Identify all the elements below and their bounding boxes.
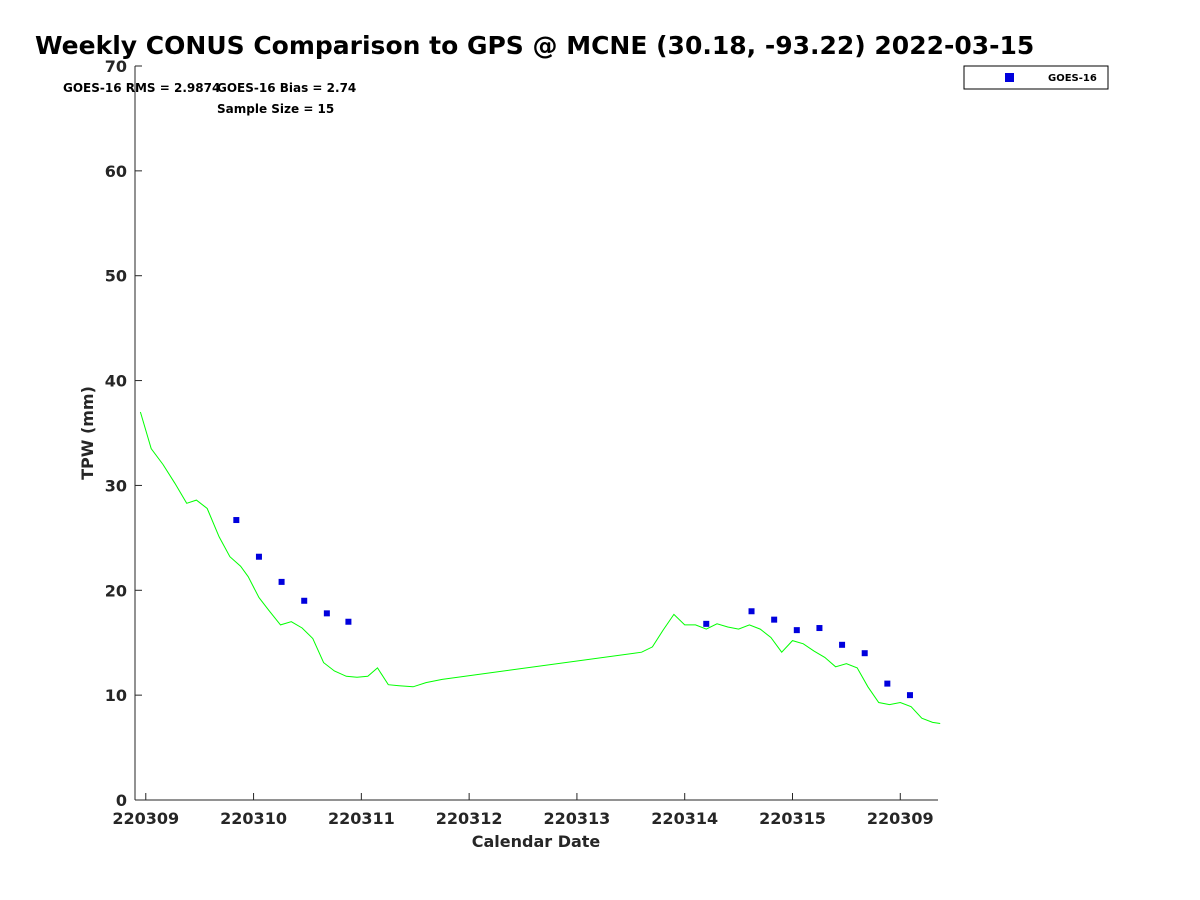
legend-label-goes-16: GOES-16 [1048, 73, 1097, 84]
y-tick-label: 70 [105, 57, 127, 76]
legend-box [963, 65, 1109, 90]
legend-marker-goes-16 [1005, 73, 1014, 82]
data-point-goes-16 [884, 680, 891, 687]
chart-title: Weekly CONUS Comparison to GPS @ MCNE (3… [35, 31, 1034, 60]
x-axis-label: Calendar Date [472, 832, 601, 851]
x-tick-label: 220311 [328, 809, 395, 828]
x-tick-label: 220309 [112, 809, 179, 828]
data-point-goes-16 [839, 641, 846, 648]
x-tick-label: 220310 [220, 809, 287, 828]
sample-size-annotation: Sample Size = 15 [217, 102, 334, 116]
y-ticks: 0 10 20 30 40 50 60 70 [105, 57, 142, 810]
x-tick-label: 220313 [544, 809, 611, 828]
data-point-goes-16 [345, 618, 352, 625]
y-tick-label: 30 [105, 476, 127, 495]
y-tick-label: 50 [105, 267, 127, 286]
x-ticks: 220309 220310 220311 220312 220313 220314 2203… [112, 793, 934, 828]
legend: GOES-16 [963, 65, 1109, 90]
data-point-goes-16 [301, 597, 308, 604]
data-point-goes-16 [816, 625, 823, 632]
data-point-goes-16 [906, 692, 913, 699]
y-axis-label: TPW (mm) [78, 386, 97, 480]
rms-annotation: GOES-16 RMS = 2.9874 [63, 81, 220, 95]
data-point-goes-16 [748, 608, 755, 615]
data-point-goes-16 [771, 616, 778, 623]
y-tick-label: 40 [105, 372, 127, 391]
data-point-goes-16 [278, 578, 285, 585]
x-tick-label: 220315 [759, 809, 826, 828]
y-tick-label: 20 [105, 581, 127, 600]
data-point-goes-16 [233, 517, 240, 524]
y-tick-label: 0 [116, 791, 127, 810]
y-tick-label: 10 [105, 686, 127, 705]
x-tick-label: 220309 [867, 809, 934, 828]
plot-area: 0 10 20 30 40 50 60 70 220309 220310 220311 220312… [105, 57, 941, 828]
y-tick-label: 60 [105, 162, 127, 181]
data-point-goes-16 [255, 553, 262, 560]
data-point-goes-16 [323, 610, 330, 617]
series-line-gps [139, 411, 941, 724]
x-tick-label: 220312 [436, 809, 503, 828]
x-tick-label: 220314 [651, 809, 718, 828]
data-point-goes-16 [861, 650, 868, 657]
series-layer [139, 411, 941, 724]
bias-annotation: GOES-16 Bias = 2.74 [217, 81, 356, 95]
data-point-goes-16 [793, 627, 800, 634]
data-point-goes-16 [703, 620, 710, 627]
